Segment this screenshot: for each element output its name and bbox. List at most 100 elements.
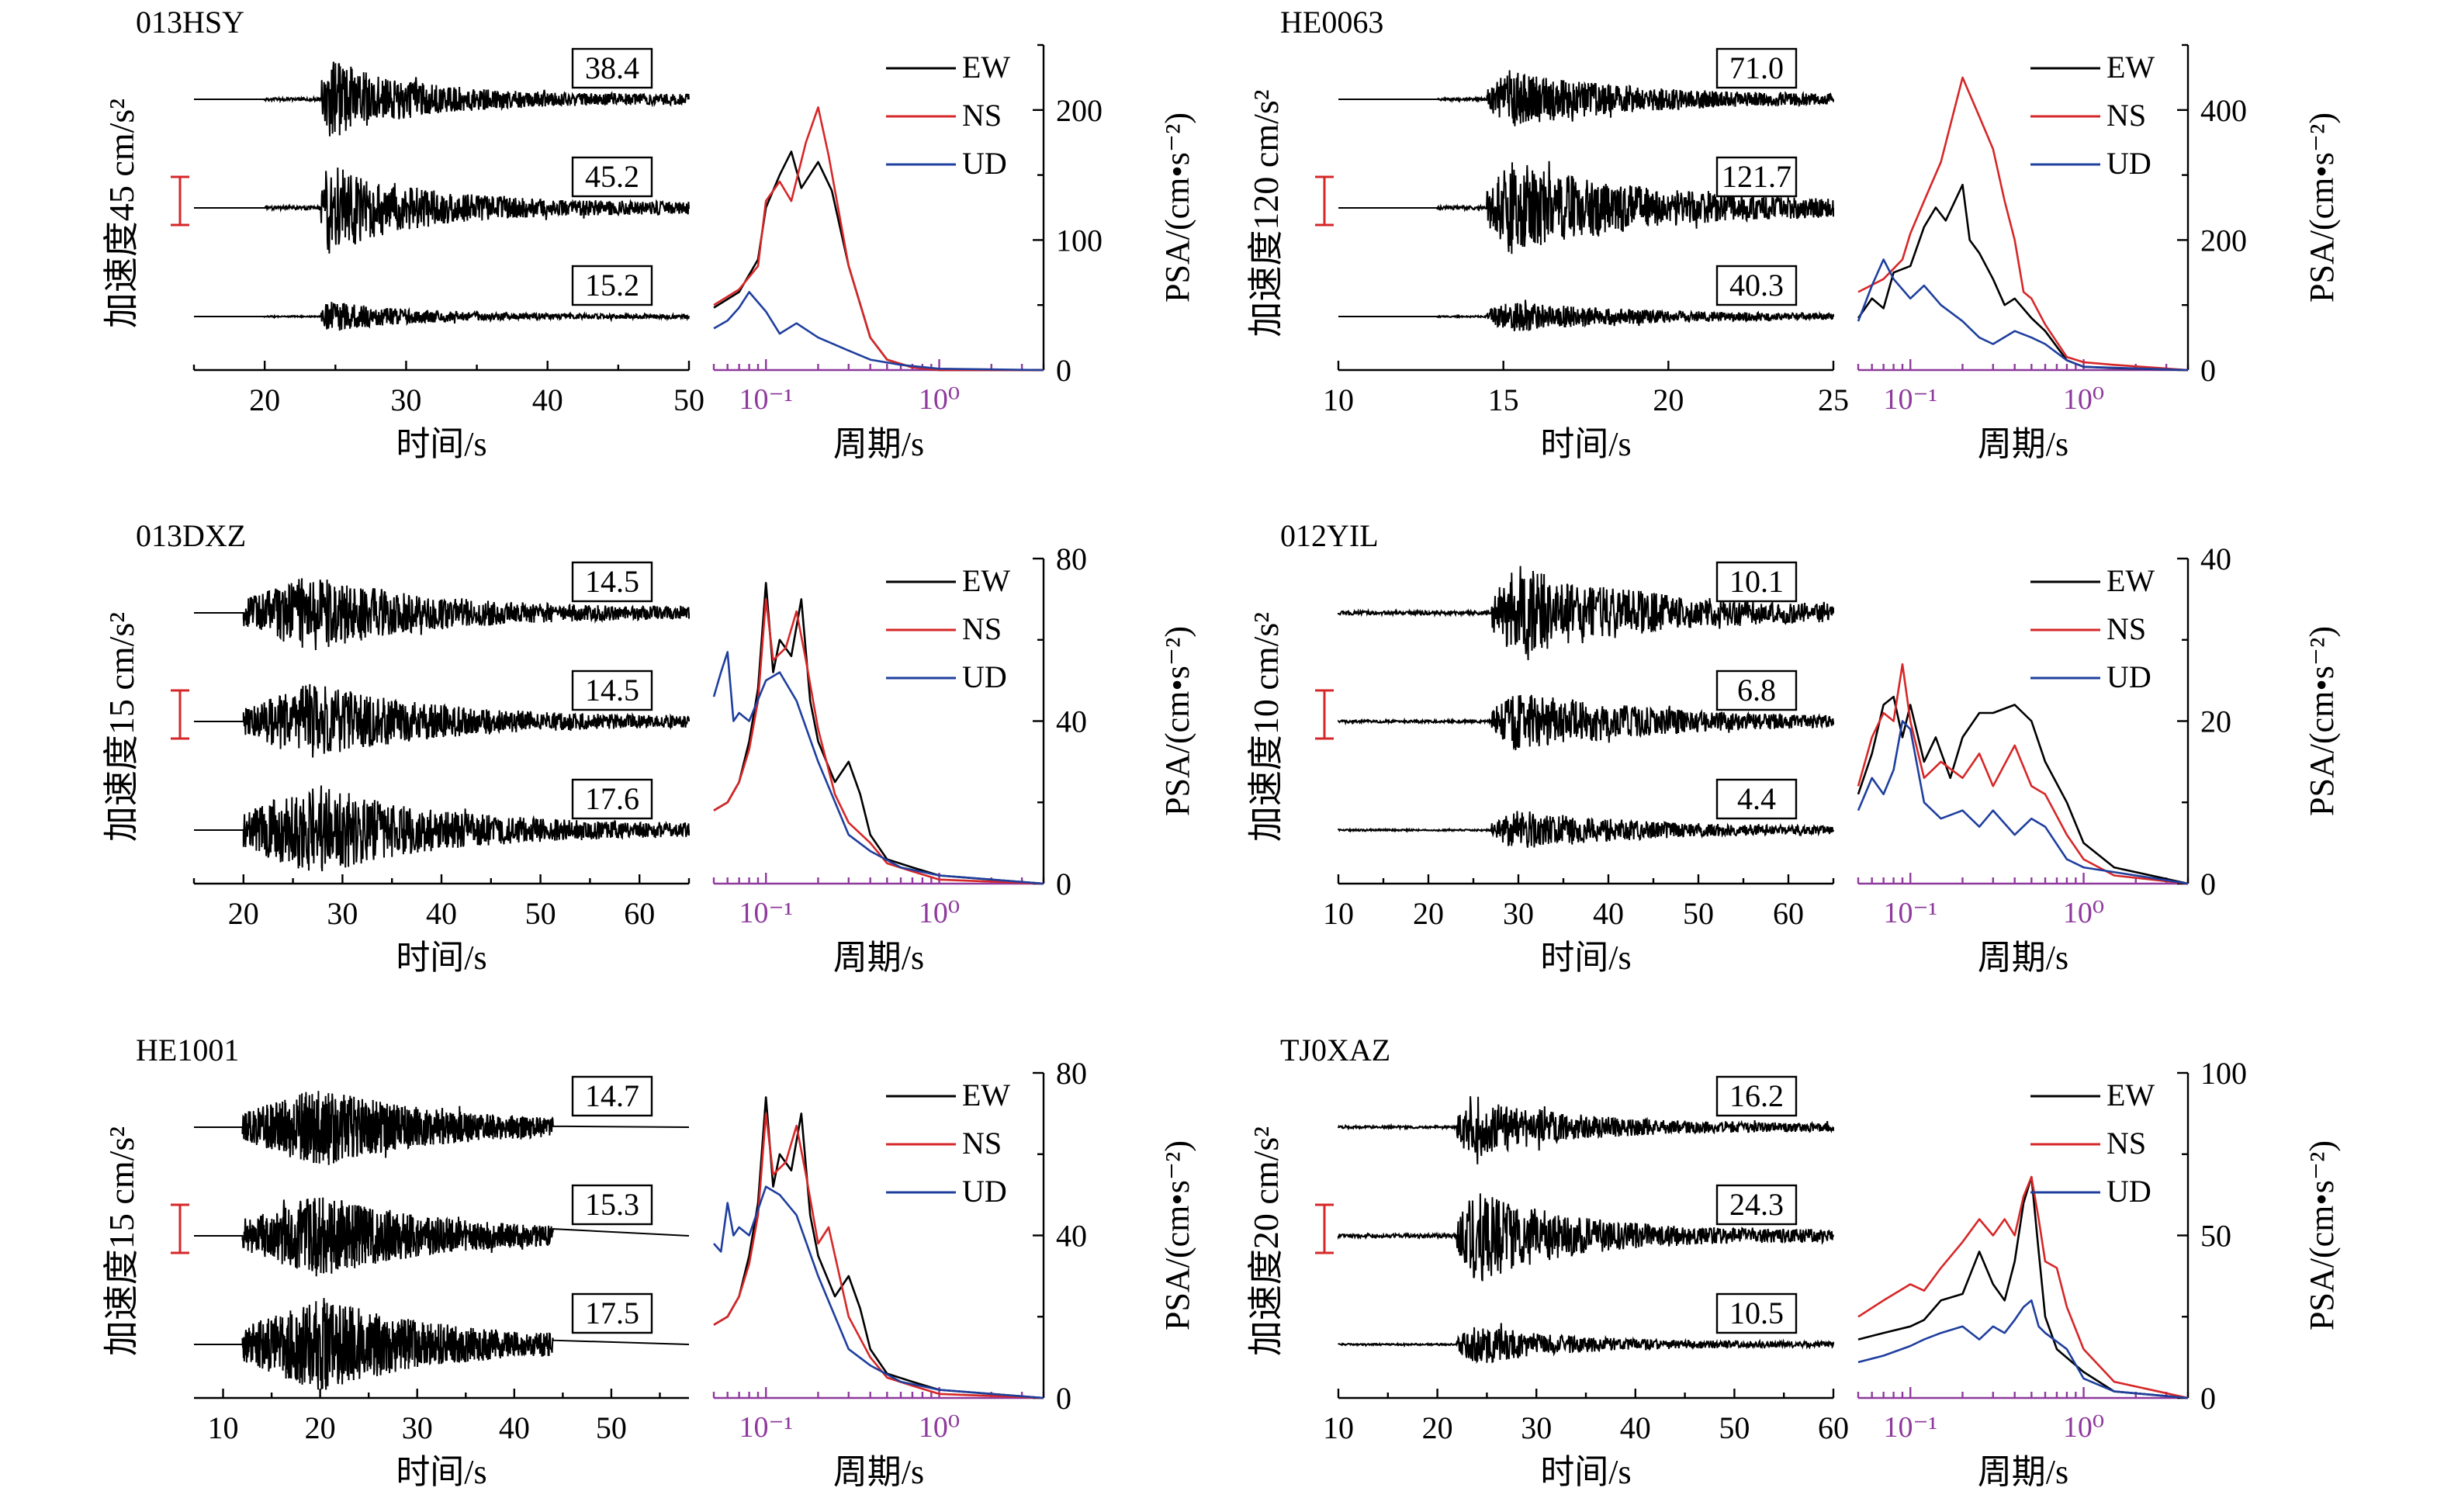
time-tick-label: 30 [1521,1410,1552,1445]
peak-amp-box [571,1075,653,1117]
peak-amp-value: 14.5 [585,673,639,708]
peak-amp-box [1715,778,1798,820]
peak-amp-box [1715,1075,1798,1117]
legend-label-ud: UD [2106,146,2151,181]
waveform-trace-1 [1338,566,1834,661]
waveform-trace-1 [1338,1096,1834,1164]
legend-label-ns: NS [2106,1126,2146,1161]
legend-label-ns: NS [962,611,1002,646]
period-tick-label: 10⁻¹ [1883,897,1937,929]
time-tick-label: 20 [228,896,259,931]
waveform-ylabel: 加速度120 cm/s² [1246,89,1286,337]
period-tick-label: 10⁰ [919,897,960,929]
peak-amp-box [1715,1292,1798,1334]
psa-tick-label: 100 [1056,223,1103,258]
station-label: 012YIL [1280,518,1379,553]
period-axis-label: 周期/s [833,939,924,977]
psa-axis-label: PSA/(cm•s⁻²) [2303,112,2341,303]
time-axis-label: 时间/s [396,939,486,977]
time-tick-label: 20 [305,1410,336,1445]
waveform-trace-1 [1338,70,1834,126]
time-tick-label: 40 [426,896,457,931]
period-tick-label: 10⁻¹ [739,1411,792,1444]
peak-amp-box [571,670,653,711]
legend-label-ew: EW [962,563,1010,598]
legend-label-ns: NS [962,98,1002,133]
panel-TJ0XAZ: TJ0XAZ 加速度20 cm/s² 16.2 24.3 10.5 10 20 30 40 50 6… [1246,1033,2341,1491]
time-tick-label: 20 [1653,382,1684,417]
peak-amp-value: 16.2 [1729,1078,1784,1113]
psa-curve-ns [1857,663,2189,885]
psa-curve-ns [713,1112,1044,1400]
time-tick-label: 30 [390,382,421,417]
time-tick-label: 10 [1323,896,1354,931]
period-tick-label: 10⁻¹ [1883,383,1937,416]
station-label: TJ0XAZ [1280,1033,1390,1067]
psa-tick-label: 40 [1056,1219,1087,1254]
psa-curve-ud [1857,1299,2189,1400]
psa-tick-label: 80 [1056,541,1087,576]
psa-tick-label: 0 [2200,353,2216,388]
time-tick-label: 50 [673,382,704,417]
time-tick-label: 30 [327,896,358,931]
waveform-trace-2 [194,1197,690,1277]
legend-label-ns: NS [2106,98,2146,133]
legend-label-ns: NS [962,1126,1002,1161]
psa-tick-label: 40 [2200,541,2231,576]
period-tick-label: 10⁰ [2063,897,2104,929]
peak-amp-box [571,1292,653,1334]
waveform-ylabel: 加速度10 cm/s² [1246,612,1286,842]
psa-tick-label: 0 [2200,867,2216,901]
peak-amp-box [571,778,653,820]
peak-amp-value: 14.7 [585,1078,639,1113]
psa-tick-label: 0 [1056,353,1071,388]
time-axis-label: 时间/s [1540,425,1631,463]
waveform-trace-1 [194,61,690,137]
psa-curve-ns [1857,1175,2189,1400]
psa-curve-ew [1857,183,2189,372]
legend-label-ew: EW [2106,1078,2155,1112]
waveform-trace-3 [1338,1323,1834,1364]
peak-amp-value: 6.8 [1737,673,1776,708]
psa-tick-label: 200 [2200,223,2247,258]
psa-axis-label: PSA/(cm•s⁻²) [2303,1140,2341,1330]
legend-label-ud: UD [962,146,1007,181]
time-tick-label: 40 [1620,1410,1651,1445]
psa-tick-label: 50 [2200,1219,2231,1254]
peak-amp-box [1715,670,1798,711]
legend-label-ud: UD [962,659,1007,694]
peak-amp-value: 4.4 [1737,781,1776,816]
peak-amp-box [571,156,653,198]
time-tick-label: 15 [1488,382,1519,417]
panel-012YIL: 012YIL 加速度10 cm/s² 10.1 6.8 4.4 10 20 30 40 50 60 时… [1246,518,2341,977]
panel-013HSY: 013HSY 加速度45 cm/s² 38.4 45.2 15.2 20 30 40 50 时间/… [102,5,1196,463]
legend-label-ud: UD [962,1174,1007,1209]
time-tick-label: 10 [1323,1410,1354,1445]
legend-label-ew: EW [2106,563,2155,598]
psa-axis-label: PSA/(cm•s⁻²) [2303,626,2341,816]
period-axis-label: 周期/s [833,1453,924,1491]
time-axis-label: 时间/s [1540,1453,1631,1491]
peak-amp-value: 121.7 [1722,159,1791,194]
waveform-ylabel: 加速度45 cm/s² [102,99,141,328]
time-tick-label: 40 [499,1410,530,1445]
period-tick-label: 10⁰ [2063,1411,2104,1444]
legend-label-ew: EW [2106,50,2155,85]
waveform-trace-3 [1338,811,1834,848]
period-tick-label: 10⁻¹ [1883,1411,1937,1444]
period-axis-label: 周期/s [1978,1453,2068,1491]
legend-label-ud: UD [2106,659,2151,694]
peak-amp-box [571,265,653,306]
time-tick-label: 30 [1503,896,1534,931]
time-tick-label: 60 [1818,1410,1849,1445]
peak-amp-box [1715,47,1798,89]
psa-tick-label: 100 [2200,1056,2247,1091]
time-tick-label: 10 [1323,382,1354,417]
waveform-trace-3 [1338,299,1834,332]
peak-amp-value: 17.6 [585,781,639,816]
time-axis-label: 时间/s [1540,939,1631,977]
peak-amp-box [1715,561,1798,603]
psa-axis-label: PSA/(cm•s⁻²) [1158,626,1196,816]
psa-curve-ns [1857,76,2189,372]
psa-tick-label: 0 [1056,1381,1071,1416]
